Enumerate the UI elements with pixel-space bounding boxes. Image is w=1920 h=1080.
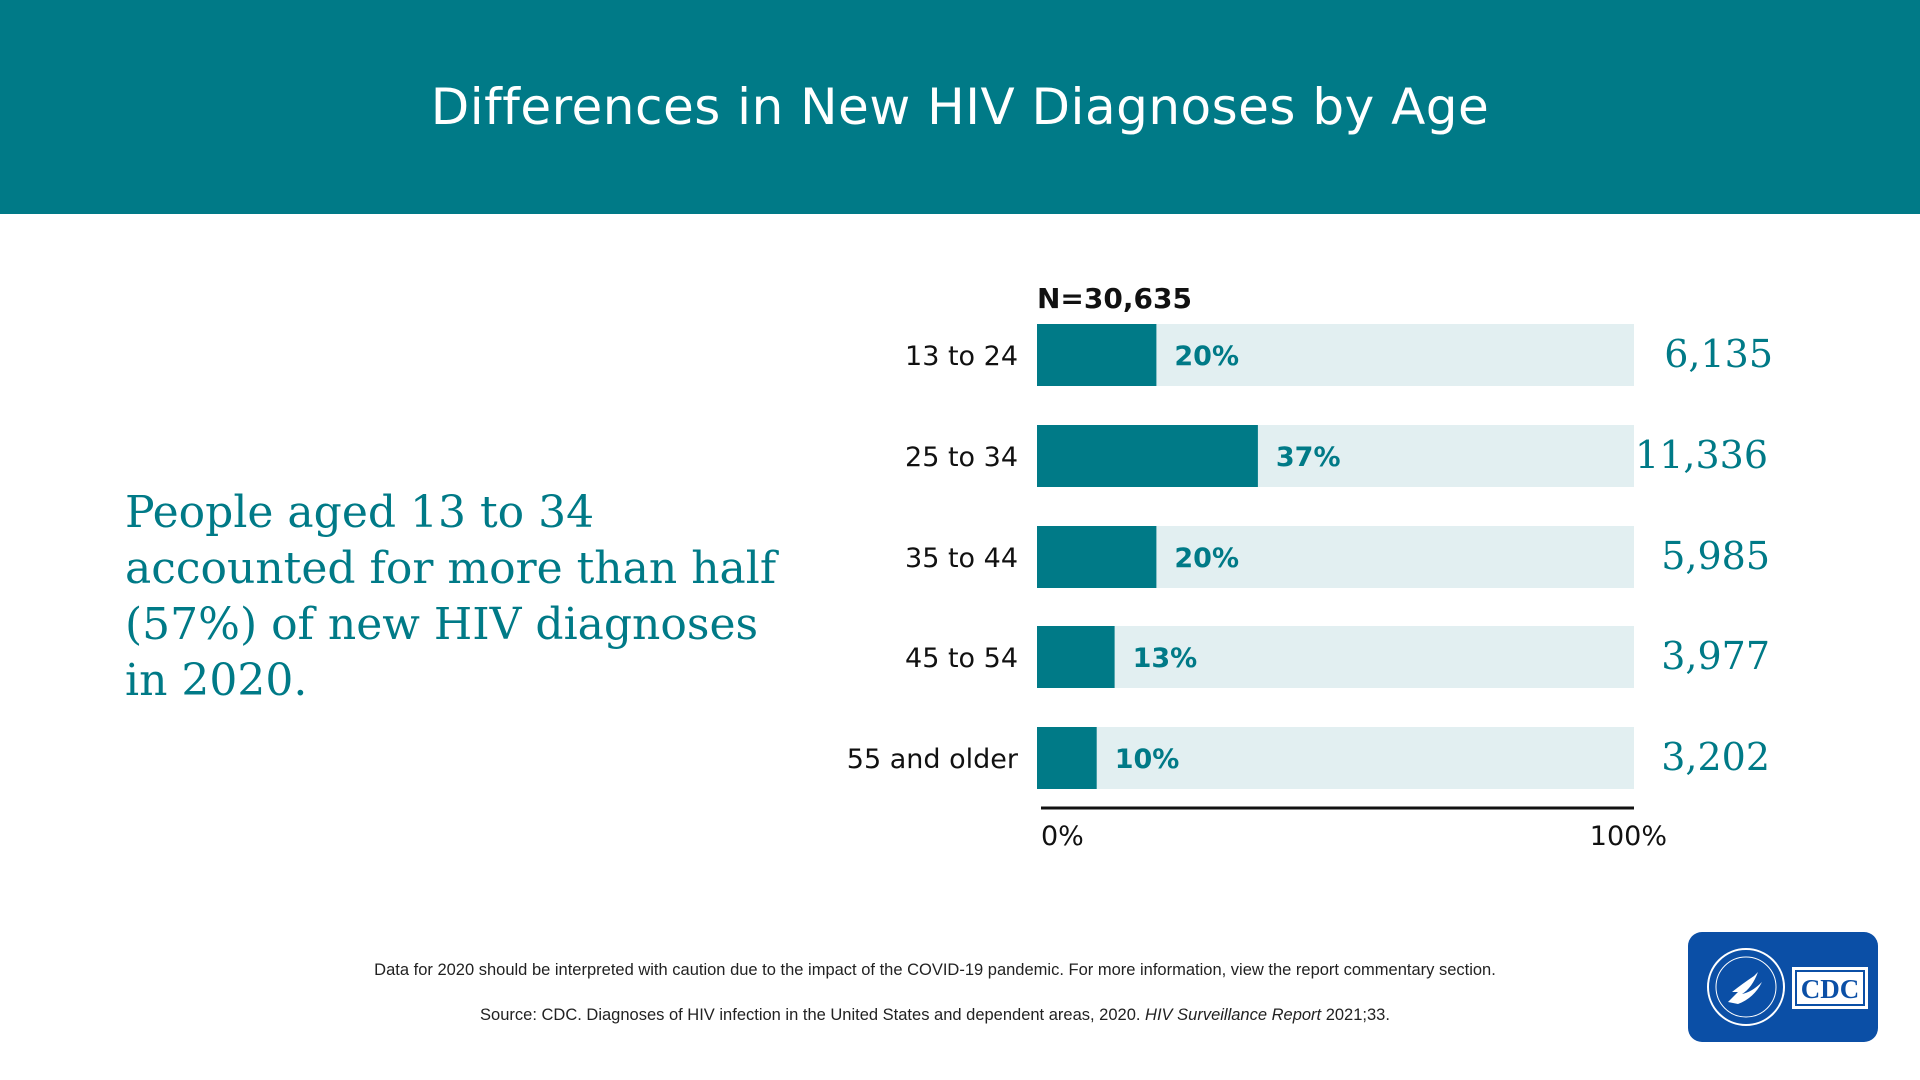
category-label: 25 to 34 bbox=[905, 442, 1018, 473]
source-year: 2021;33. bbox=[1321, 1006, 1390, 1024]
footnote-caution: Data for 2020 should be interpreted with… bbox=[374, 961, 1496, 979]
category-label: 13 to 24 bbox=[905, 341, 1018, 372]
bar-value-label: 37% bbox=[1276, 442, 1341, 473]
category-label: 55 and older bbox=[847, 744, 1019, 775]
count-label: 3,977 bbox=[1661, 634, 1770, 678]
bar bbox=[1037, 526, 1157, 588]
count-label: 5,985 bbox=[1661, 534, 1770, 578]
category-label: 35 to 44 bbox=[905, 543, 1018, 574]
bar bbox=[1037, 626, 1115, 688]
bar bbox=[1037, 324, 1157, 386]
count-label: 3,202 bbox=[1661, 735, 1770, 779]
source-report-title: HIV Surveillance Report bbox=[1145, 1006, 1322, 1024]
footnote-source: Source: CDC. Diagnoses of HIV infection … bbox=[0, 1006, 1895, 1025]
cdc-logo-text: CDC bbox=[1801, 974, 1860, 1004]
header-banner bbox=[0, 0, 1920, 214]
count-label: 6,135 bbox=[1664, 332, 1773, 376]
bar-track bbox=[1037, 727, 1634, 789]
sample-size-label: N=30,635 bbox=[1037, 282, 1192, 315]
hhs-eagle-icon bbox=[1707, 948, 1785, 1026]
page-title: Differences in New HIV Diagnoses by Age bbox=[430, 78, 1490, 136]
bar-value-label: 20% bbox=[1174, 543, 1239, 574]
bar-value-label: 13% bbox=[1133, 643, 1198, 674]
bar bbox=[1037, 425, 1258, 487]
callout-text: People aged 13 to 34 accounted for more … bbox=[125, 487, 777, 706]
cdc-badge bbox=[1792, 967, 1868, 1009]
source-text: Source: CDC. Diagnoses of HIV infection … bbox=[480, 1006, 1146, 1024]
bar-track bbox=[1037, 626, 1634, 688]
x-tick-label: 100% bbox=[1590, 821, 1667, 852]
bar bbox=[1037, 727, 1097, 789]
x-tick-label: 0% bbox=[1041, 821, 1084, 852]
bar-value-label: 20% bbox=[1174, 341, 1239, 372]
cdc-logo: CDC bbox=[1688, 932, 1878, 1042]
bar-value-label: 10% bbox=[1115, 744, 1180, 775]
category-label: 45 to 54 bbox=[905, 643, 1018, 674]
count-label: 11,336 bbox=[1635, 433, 1768, 477]
